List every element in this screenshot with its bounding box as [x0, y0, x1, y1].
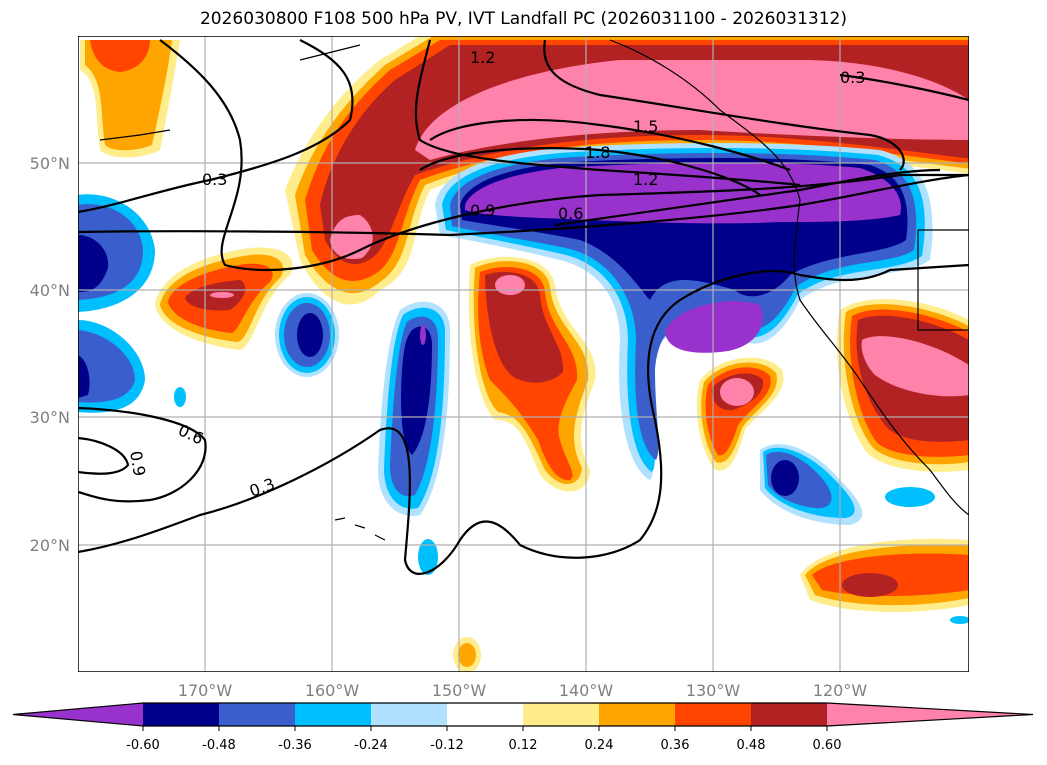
- contour-label: 0.9: [470, 201, 495, 220]
- contour-label: 0.3: [840, 68, 865, 87]
- latitude-labels: 50°N 40°N 30°N 20°N: [30, 154, 70, 555]
- lat-label: 40°N: [30, 281, 70, 300]
- positive-anomalies-south: [453, 256, 969, 672]
- contour-label: 0.3: [202, 170, 227, 189]
- colorbar-segment: [143, 703, 219, 726]
- positive-anomaly-west-arm: [155, 247, 293, 350]
- colorbar-tick-label: 0.24: [585, 738, 614, 753]
- colorbar-segment: [295, 703, 371, 726]
- lat-label: 20°N: [30, 536, 70, 555]
- colorbar-segment: [751, 703, 827, 726]
- contour-label: 0.9: [126, 449, 149, 477]
- lon-label: 160°W: [305, 681, 360, 700]
- colorbar-tick-label: -0.24: [354, 738, 388, 753]
- contour-labels: 1.2 0.3 1.5 1.8 1.2 0.9 0.6 0.3 0.6 0.9 …: [126, 48, 865, 501]
- colorbar-tick-label: 0.12: [509, 738, 538, 753]
- lon-label: 170°W: [178, 681, 233, 700]
- contour-label: 1.8: [585, 143, 610, 162]
- colorbar-tick-label: -0.60: [126, 738, 160, 753]
- chart-title: 2026030800 F108 500 hPa PV, IVT Landfall…: [199, 9, 847, 29]
- pv-contours: [78, 39, 969, 575]
- lat-label: 50°N: [30, 154, 70, 173]
- colorbar-segment: [599, 703, 675, 726]
- colorbar-extend-low: [13, 703, 143, 726]
- colorbar: -0.60 -0.48 -0.36 -0.24 -0.12 0.12 0.24 0.36 0.4…: [12, 702, 1034, 753]
- negative-anomaly-west: [78, 194, 969, 624]
- colorbar-tick-label: -0.12: [430, 738, 464, 753]
- colorbar-tick-label: -0.48: [202, 738, 236, 753]
- colorbar-segment: [219, 703, 295, 726]
- lon-label: 140°W: [559, 681, 614, 700]
- lon-label: 150°W: [432, 681, 487, 700]
- colorbar-extend-high: [827, 703, 1033, 726]
- contour-label: 1.5: [633, 117, 658, 136]
- lon-label: 120°W: [813, 681, 868, 700]
- colorbar-segment: [675, 703, 751, 726]
- contour-label: 0.6: [558, 204, 583, 223]
- coastlines: [99, 39, 969, 541]
- longitude-labels: 170°W 160°W 150°W 140°W 130°W 120°W: [178, 681, 868, 700]
- colorbar-segment: [523, 703, 599, 726]
- map-area: [78, 36, 969, 672]
- colorbar-segment: [447, 703, 523, 726]
- colorbar-tick-label: -0.36: [278, 738, 312, 753]
- graticule: [78, 36, 969, 672]
- colorbar-tick-label: 0.60: [813, 738, 842, 753]
- colorbar-tick-label: 0.36: [661, 738, 690, 753]
- contour-label: 1.2: [470, 48, 495, 67]
- positive-anomaly-north: [80, 36, 969, 305]
- lat-label: 30°N: [30, 408, 70, 427]
- colorbar-segment: [371, 703, 447, 726]
- contour-label: 1.2: [633, 170, 658, 189]
- lon-label: 130°W: [686, 681, 741, 700]
- colorbar-tick-label: 0.48: [737, 738, 766, 753]
